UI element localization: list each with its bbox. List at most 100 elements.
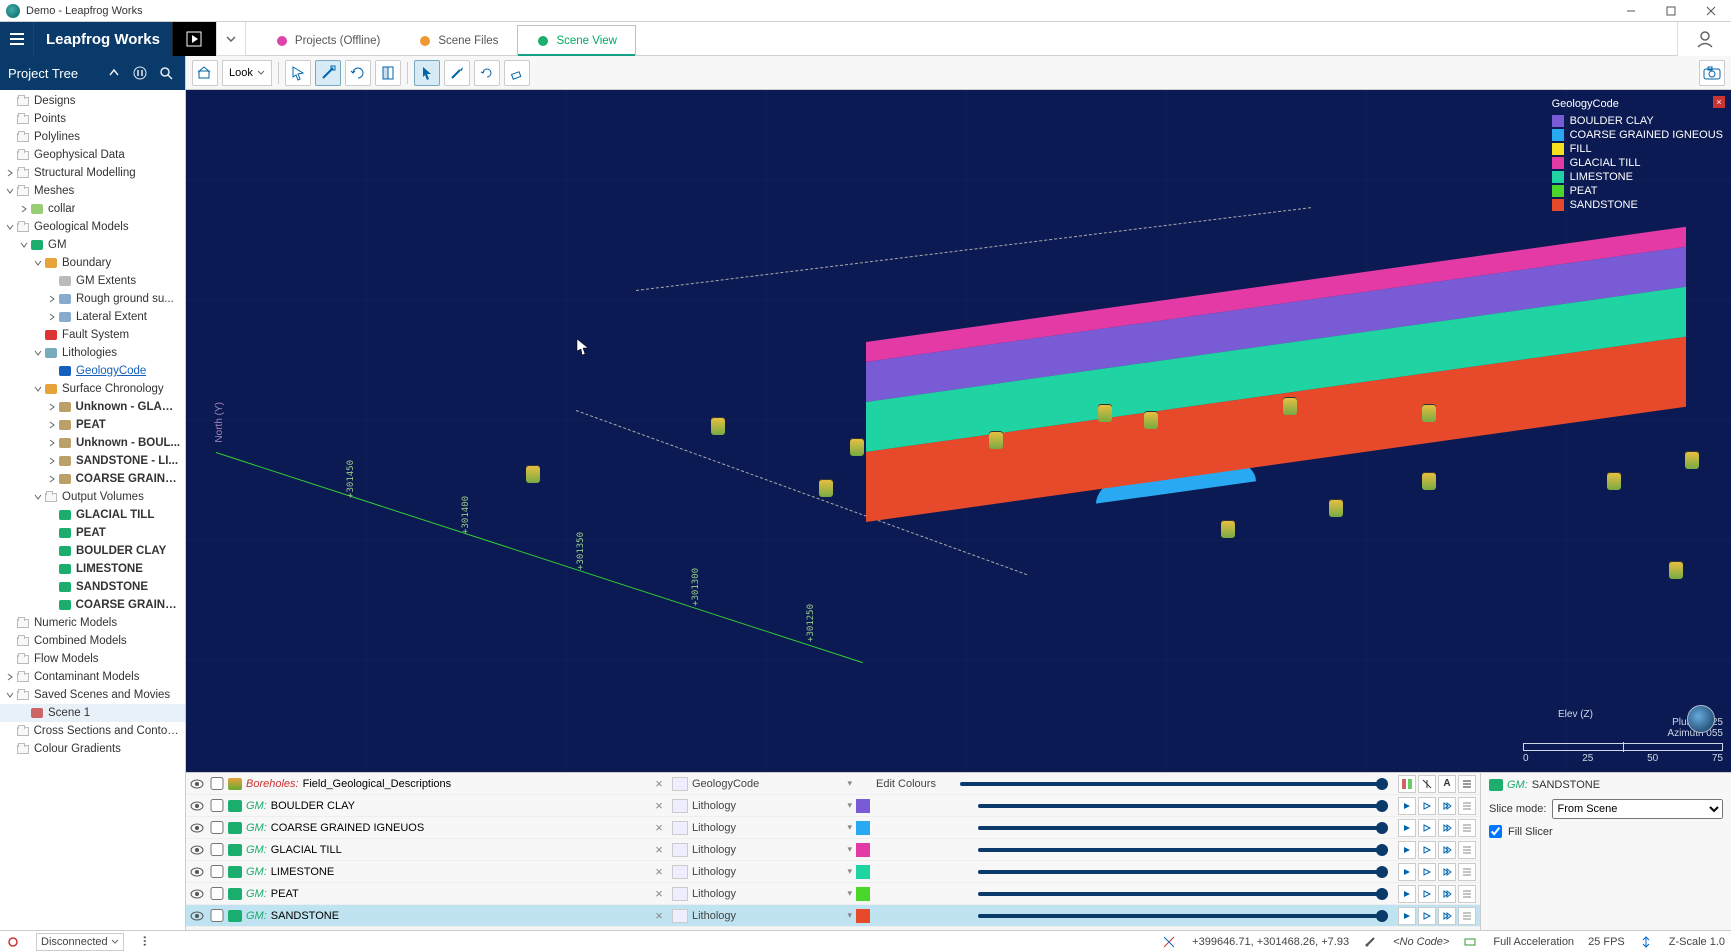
- obj-category[interactable]: Lithology▾: [692, 822, 852, 834]
- tree-expander-icon[interactable]: [32, 259, 44, 267]
- obj-opacity-slider[interactable]: [978, 914, 1388, 918]
- tree-item[interactable]: COARSE GRAINE...: [0, 470, 185, 488]
- obj-category-icon-button[interactable]: [672, 821, 688, 835]
- render-play-button[interactable]: [172, 22, 216, 56]
- obj-category-icon-button[interactable]: [672, 887, 688, 901]
- obj-category-icon-button[interactable]: [672, 799, 688, 813]
- obj-mini-button-0[interactable]: [1398, 797, 1416, 815]
- tree-expander-icon[interactable]: [32, 385, 44, 393]
- tree-expander-icon[interactable]: [4, 169, 16, 177]
- toolbar-home-button[interactable]: [192, 60, 218, 86]
- tree-item[interactable]: Unknown - BOUL...: [0, 434, 185, 452]
- obj-mini-button-1[interactable]: [1418, 819, 1436, 837]
- tree-item[interactable]: Output Volumes: [0, 488, 185, 506]
- tree-expander-icon[interactable]: [4, 691, 16, 699]
- borehole-marker[interactable]: [1669, 561, 1683, 579]
- obj-category-icon-button[interactable]: [672, 843, 688, 857]
- fill-slicer-checkbox[interactable]: [1489, 825, 1502, 838]
- tab-projects-offline-[interactable]: Projects (Offline): [256, 25, 399, 55]
- tree-search-button[interactable]: [155, 62, 177, 84]
- tab-scene-view[interactable]: Scene View: [517, 25, 636, 55]
- tree-item[interactable]: PEAT: [0, 416, 185, 434]
- obj-checkbox[interactable]: [210, 865, 224, 878]
- obj-opacity-slider[interactable]: [978, 826, 1388, 830]
- tree-item[interactable]: Points: [0, 110, 185, 128]
- tree-item[interactable]: Designs: [0, 92, 185, 110]
- borehole-marker[interactable]: [989, 431, 1003, 449]
- obj-mini-button-1[interactable]: [1418, 841, 1436, 859]
- tree-item[interactable]: Contaminant Models: [0, 668, 185, 686]
- tree-item[interactable]: collar: [0, 200, 185, 218]
- tree-expander-icon[interactable]: [4, 187, 16, 195]
- scene-viewport[interactable]: North (Y) +301450+301400+301350+301300+3…: [186, 90, 1731, 772]
- object-list-row[interactable]: GM: SANDSTONE×Lithology▾: [186, 905, 1480, 927]
- obj-color-swatch[interactable]: [856, 821, 870, 835]
- toolbar-rotate-button[interactable]: [345, 60, 371, 86]
- tree-item[interactable]: GLACIAL TILL: [0, 506, 185, 524]
- tree-item[interactable]: COARSE GRAINE...: [0, 596, 185, 614]
- obj-checkbox[interactable]: [210, 909, 224, 922]
- tree-item[interactable]: BOULDER CLAY: [0, 542, 185, 560]
- borehole-marker[interactable]: [1329, 499, 1343, 517]
- obj-color-swatch[interactable]: [856, 799, 870, 813]
- tree-item[interactable]: GM Extents: [0, 272, 185, 290]
- tree-item[interactable]: GM: [0, 236, 185, 254]
- tree-item[interactable]: Flow Models: [0, 650, 185, 668]
- obj-mini-button-0[interactable]: [1398, 841, 1416, 859]
- toolbar-slice-button[interactable]: [315, 60, 341, 86]
- tree-expander-icon[interactable]: [46, 295, 58, 303]
- visibility-toggle[interactable]: [190, 889, 206, 899]
- obj-checkbox[interactable]: [210, 799, 224, 812]
- obj-color-swatch[interactable]: [856, 843, 870, 857]
- tree-expander-icon[interactable]: [46, 475, 58, 483]
- obj-mini-button-1[interactable]: [1418, 775, 1436, 793]
- object-list-row[interactable]: GM: LIMESTONE×Lithology▾: [186, 861, 1480, 883]
- object-list-row[interactable]: GM: PEAT×Lithology▾: [186, 883, 1480, 905]
- obj-mini-button-0[interactable]: [1398, 775, 1416, 793]
- obj-category[interactable]: Lithology▾: [692, 866, 852, 878]
- tree-item[interactable]: Structural Modelling: [0, 164, 185, 182]
- visibility-toggle[interactable]: [190, 823, 206, 833]
- obj-opacity-slider[interactable]: [978, 870, 1388, 874]
- window-minimize-button[interactable]: [1611, 0, 1651, 22]
- toolbar-erase-button[interactable]: [504, 60, 530, 86]
- obj-remove-button[interactable]: ×: [650, 820, 668, 835]
- obj-checkbox[interactable]: [210, 887, 224, 900]
- tree-item[interactable]: Saved Scenes and Movies: [0, 686, 185, 704]
- obj-mini-button-0[interactable]: [1398, 907, 1416, 925]
- tree-expander-icon[interactable]: [46, 403, 58, 411]
- tree-item[interactable]: SANDSTONE: [0, 578, 185, 596]
- obj-mini-button-0[interactable]: [1398, 863, 1416, 881]
- borehole-marker[interactable]: [1144, 411, 1158, 429]
- object-list-rows[interactable]: Boreholes: Field_Geological_Descriptions…: [186, 773, 1481, 930]
- tree-expander-icon[interactable]: [46, 313, 58, 321]
- borehole-marker[interactable]: [1422, 472, 1436, 490]
- obj-opacity-slider[interactable]: [960, 782, 1388, 786]
- tab-scene-files[interactable]: Scene Files: [399, 25, 517, 55]
- slice-mode-select[interactable]: From Scene: [1552, 799, 1723, 819]
- obj-remove-button[interactable]: ×: [650, 842, 668, 857]
- obj-mini-button-1[interactable]: [1418, 863, 1436, 881]
- tree-expander-icon[interactable]: [32, 349, 44, 357]
- tree-item[interactable]: Unknown - GLACI...: [0, 398, 185, 416]
- obj-checkbox[interactable]: [210, 821, 224, 834]
- obj-mini-button-3[interactable]: [1458, 819, 1476, 837]
- object-list-row[interactable]: GM: COARSE GRAINED IGNEUOS×Lithology▾: [186, 817, 1480, 839]
- tree-item[interactable]: Scene 1: [0, 704, 185, 722]
- borehole-marker[interactable]: [1685, 451, 1699, 469]
- main-menu-button[interactable]: [0, 22, 34, 56]
- obj-mini-button-1[interactable]: [1418, 797, 1436, 815]
- tree-item[interactable]: Cross Sections and Contours: [0, 722, 185, 740]
- object-list-row[interactable]: GM: BOULDER CLAY×Lithology▾: [186, 795, 1480, 817]
- tree-item[interactable]: Rough ground su...: [0, 290, 185, 308]
- project-tree[interactable]: DesignsPointsPolylinesGeophysical DataSt…: [0, 90, 185, 930]
- obj-remove-button[interactable]: ×: [650, 908, 668, 923]
- user-menu-button[interactable]: [1677, 22, 1731, 56]
- tree-expander-icon[interactable]: [4, 223, 16, 231]
- tree-item[interactable]: Numeric Models: [0, 614, 185, 632]
- obj-mini-button-0[interactable]: [1398, 819, 1416, 837]
- obj-mini-button-2[interactable]: [1438, 841, 1456, 859]
- borehole-marker[interactable]: [1422, 404, 1436, 422]
- obj-mini-button-2[interactable]: [1438, 907, 1456, 925]
- obj-remove-button[interactable]: ×: [650, 776, 668, 791]
